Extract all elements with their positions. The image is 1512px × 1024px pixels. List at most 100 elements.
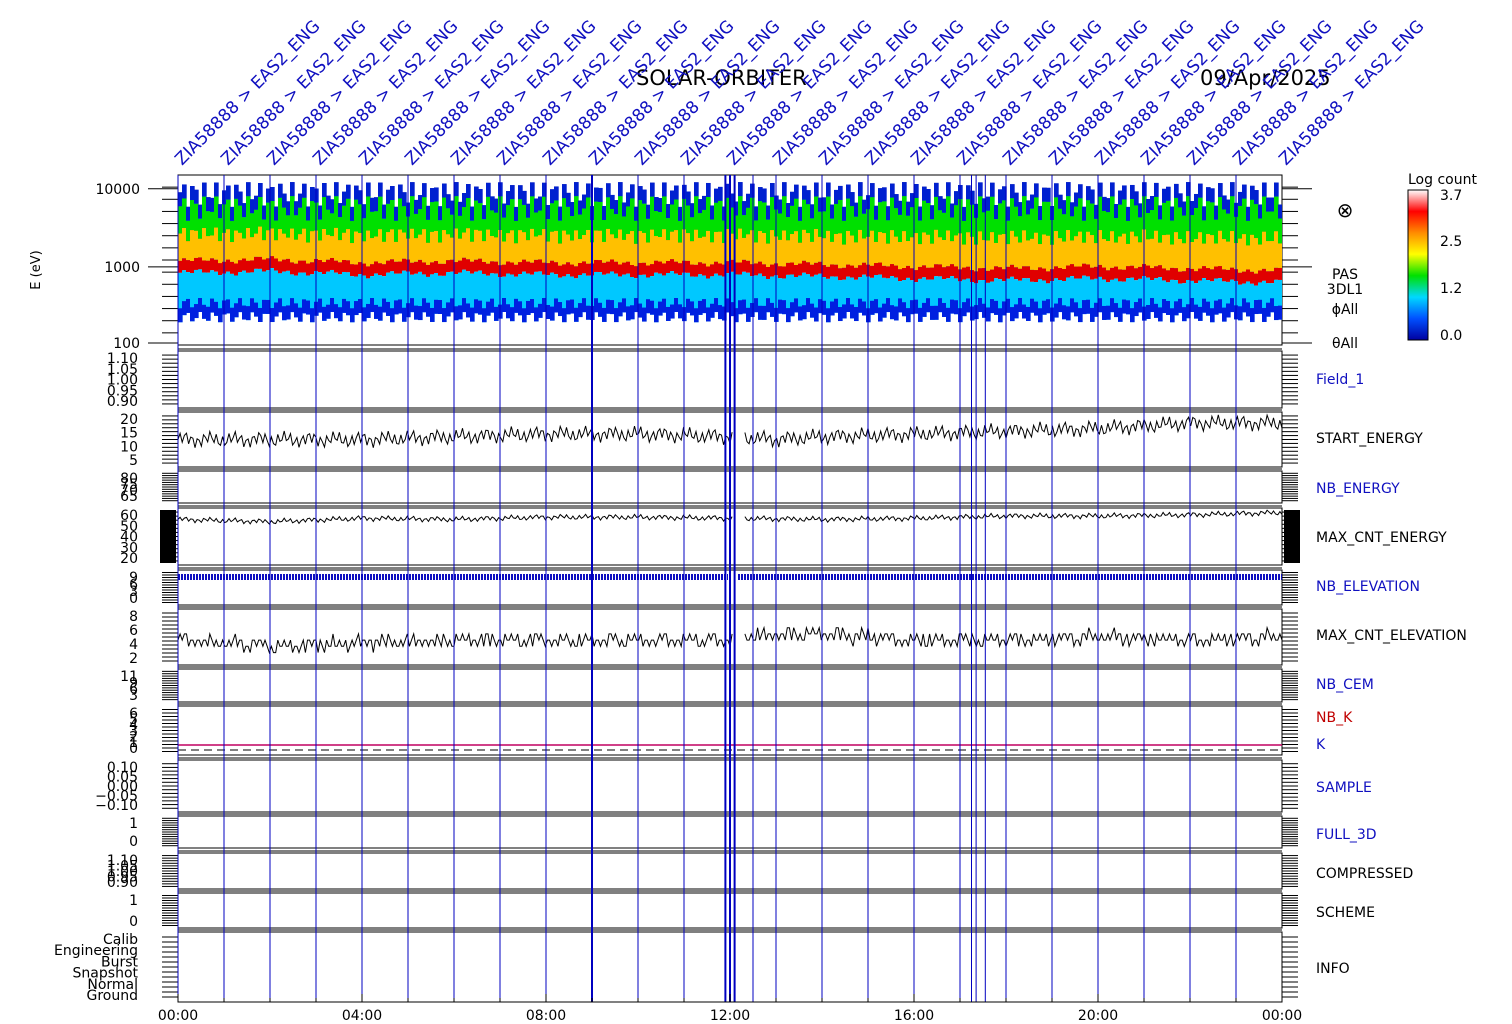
spectrogram-column-peak — [470, 261, 475, 274]
spectrogram-column-lower — [1038, 279, 1043, 323]
spectrogram-column-mid — [1054, 197, 1059, 232]
spectrogram-column-top — [782, 182, 787, 197]
spectrogram-column-warm — [254, 233, 259, 257]
spectrogram-column-mid — [322, 197, 327, 230]
spectrogram-column-edge — [1074, 302, 1079, 317]
spectrogram-column-mid — [1178, 207, 1183, 240]
spectrogram-column-lower — [1106, 282, 1111, 320]
spectrogram-column-mid — [414, 213, 419, 239]
spectrogram-column-mid — [518, 199, 523, 231]
spectrogram-column-lower — [1230, 279, 1235, 313]
spectrogram-column-mid — [394, 220, 399, 242]
spectrogram-column-peak — [1174, 268, 1179, 281]
spectrogram-column-lower — [1018, 280, 1023, 313]
spectrogram-column-warm — [1038, 244, 1043, 268]
spectrogram-column-top — [482, 205, 487, 220]
spectrogram-column-mid — [710, 219, 715, 243]
spectrogram-column-warm — [546, 241, 551, 264]
spectrogram-column-top — [934, 182, 939, 197]
spectrogram-column-lower — [242, 270, 247, 320]
spectrogram-column-lower — [178, 272, 183, 323]
y-tick-label: 30 — [120, 540, 138, 556]
spectrogram-column-peak — [894, 265, 899, 278]
spectrogram-column-peak — [1158, 265, 1163, 278]
spectrogram-column-edge — [254, 302, 259, 317]
spectrogram-column-peak — [294, 263, 299, 276]
spectrogram-column-edge — [298, 307, 303, 322]
spectrogram-column-lower — [1058, 280, 1063, 313]
spectrogram-column-warm — [538, 235, 543, 260]
spectrogram-column-mid — [706, 196, 711, 231]
spectrogram-column-peak — [1094, 266, 1099, 279]
spectrogram-column-top — [810, 204, 815, 219]
spectrogram-column-mid — [862, 213, 867, 239]
spectrogram-column-edge — [262, 299, 267, 314]
spectrogram-column-lower — [802, 272, 807, 320]
spectrogram-column-peak — [754, 263, 759, 276]
spectrogram-column-peak — [258, 256, 263, 269]
spectrogram-column-lower — [998, 279, 1003, 323]
spectrogram-column-mid — [1238, 205, 1243, 239]
spectrogram-column-top — [474, 186, 479, 201]
spectrogram-column-lower — [766, 278, 771, 313]
spectrogram-column-edge — [870, 300, 875, 315]
spectrogram-column-warm — [414, 238, 419, 262]
spectrogram-column-edge — [794, 298, 799, 313]
spectrogram-column-warm — [582, 234, 587, 262]
spectrogram-column-warm — [586, 229, 591, 264]
spectrogram-column-mid — [986, 210, 991, 241]
y-tick-label: 40 — [120, 530, 138, 546]
spectrogram-column-lower — [426, 276, 431, 317]
spectrogram-column-top — [1182, 201, 1187, 216]
spectrogram-column-warm — [906, 241, 911, 266]
spectrogram-column-mid — [870, 197, 875, 231]
y-tick-label: 2 — [129, 729, 138, 745]
spectrogram-column-lower — [506, 273, 511, 319]
marker-icon: ⊗ — [1337, 198, 1354, 222]
spectrogram-column-peak — [578, 263, 583, 276]
spectrogram-column-lower — [1062, 280, 1067, 320]
spectrogram-column-edge — [234, 303, 239, 318]
spectrogram-column-mid — [1194, 207, 1199, 240]
spectrogram-column-peak — [750, 264, 755, 277]
spectrogram-column-mid — [898, 214, 903, 243]
spectrogram-column-lower — [582, 273, 587, 313]
spectrogram-column-peak — [242, 258, 247, 271]
spectrogram-column-lower — [1186, 279, 1191, 319]
spectrogram-column-edge — [518, 301, 523, 316]
spectrogram-column-top — [1018, 202, 1023, 217]
spectrogram-column-mid — [750, 197, 755, 231]
spectrogram-column-lower — [566, 274, 571, 315]
spectrogram-column-peak — [218, 263, 223, 276]
spectrogram-column-mid — [454, 196, 459, 229]
spectrogram-column-edge — [1042, 300, 1047, 315]
spectrogram-column-top — [562, 184, 567, 199]
spectrogram-column-edge — [950, 299, 955, 314]
spectrogram-column-warm — [874, 241, 879, 264]
spectrogram-column-lower — [310, 274, 315, 323]
spectrogram-column-top — [206, 197, 211, 212]
spectrogram-column-peak — [942, 267, 947, 280]
spectrogram-column-top — [1274, 182, 1279, 197]
spectrogram-column-mid — [586, 197, 591, 230]
spectrogram-column-lower — [726, 273, 731, 313]
spectrogram-column-peak — [1138, 266, 1143, 279]
spectrogram-column-edge — [410, 298, 415, 313]
spectrogram-column-peak — [1222, 269, 1227, 282]
spectrogram-column-peak — [574, 266, 579, 279]
spectrogram-column-edge — [642, 307, 647, 322]
spectrogram-column-lower — [1258, 282, 1263, 314]
spectrogram-column-warm — [178, 233, 183, 261]
spectrogram-column-mid — [282, 207, 287, 234]
spectrogram-column-lower — [394, 273, 399, 315]
spectrogram-column-peak — [534, 259, 539, 272]
spectrogram-column-warm — [782, 230, 787, 267]
spectrogram-column-mid — [238, 205, 243, 233]
spectrogram-column-lower — [1278, 279, 1282, 320]
spectrogram-column-peak — [190, 260, 195, 273]
spectrogram-column-top — [310, 187, 315, 202]
spectrogram-column-edge — [662, 298, 667, 313]
spectrogram-column-warm — [766, 243, 771, 267]
spectrogram-column-top — [394, 206, 399, 221]
